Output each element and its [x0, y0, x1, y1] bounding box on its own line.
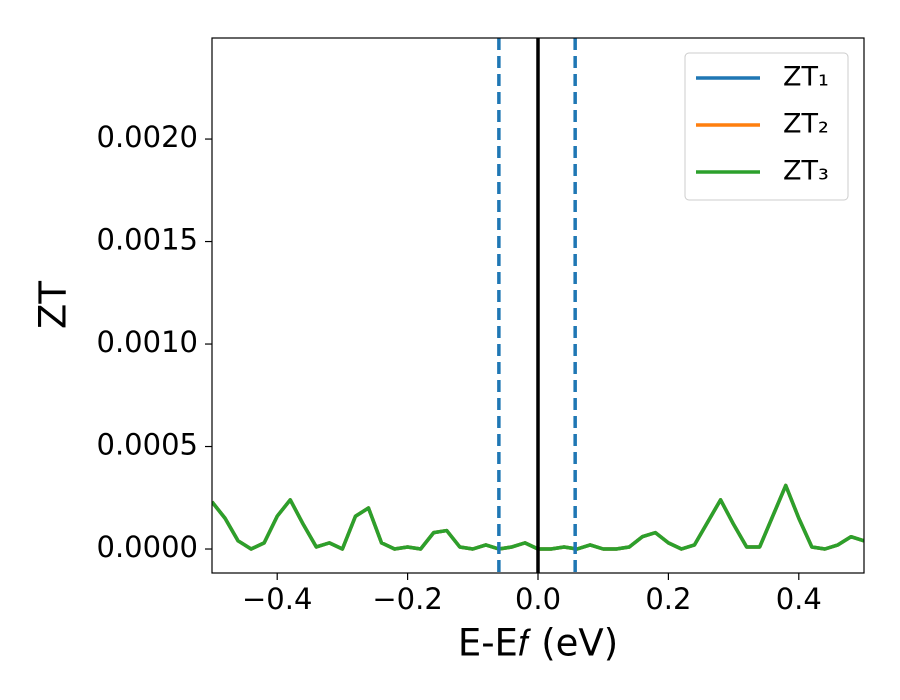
x-axis-label: E-E𝑓 (eV) — [458, 622, 618, 665]
x-tick-label: 0.2 — [645, 582, 691, 616]
y-tick-label: 0.0020 — [97, 120, 198, 154]
y-tick-label: 0.0005 — [97, 428, 198, 462]
y-tick-label: 0.0000 — [97, 530, 198, 564]
legend-label: ZT₁ — [783, 62, 829, 93]
x-tick-label: −0.4 — [242, 582, 312, 616]
plot-frame — [211, 37, 865, 574]
x-tick-label: 0.4 — [776, 582, 822, 616]
x-tick-label: −0.2 — [372, 582, 442, 616]
x-tick-label: 0.0 — [515, 582, 561, 616]
legend-label: ZT₃ — [783, 156, 829, 187]
legend-label: ZT₂ — [783, 109, 829, 140]
y-axis-label: ZT — [32, 281, 75, 329]
legend-box — [684, 52, 849, 201]
y-tick-label: 0.0015 — [97, 223, 198, 257]
y-tick-label: 0.0010 — [97, 325, 198, 359]
